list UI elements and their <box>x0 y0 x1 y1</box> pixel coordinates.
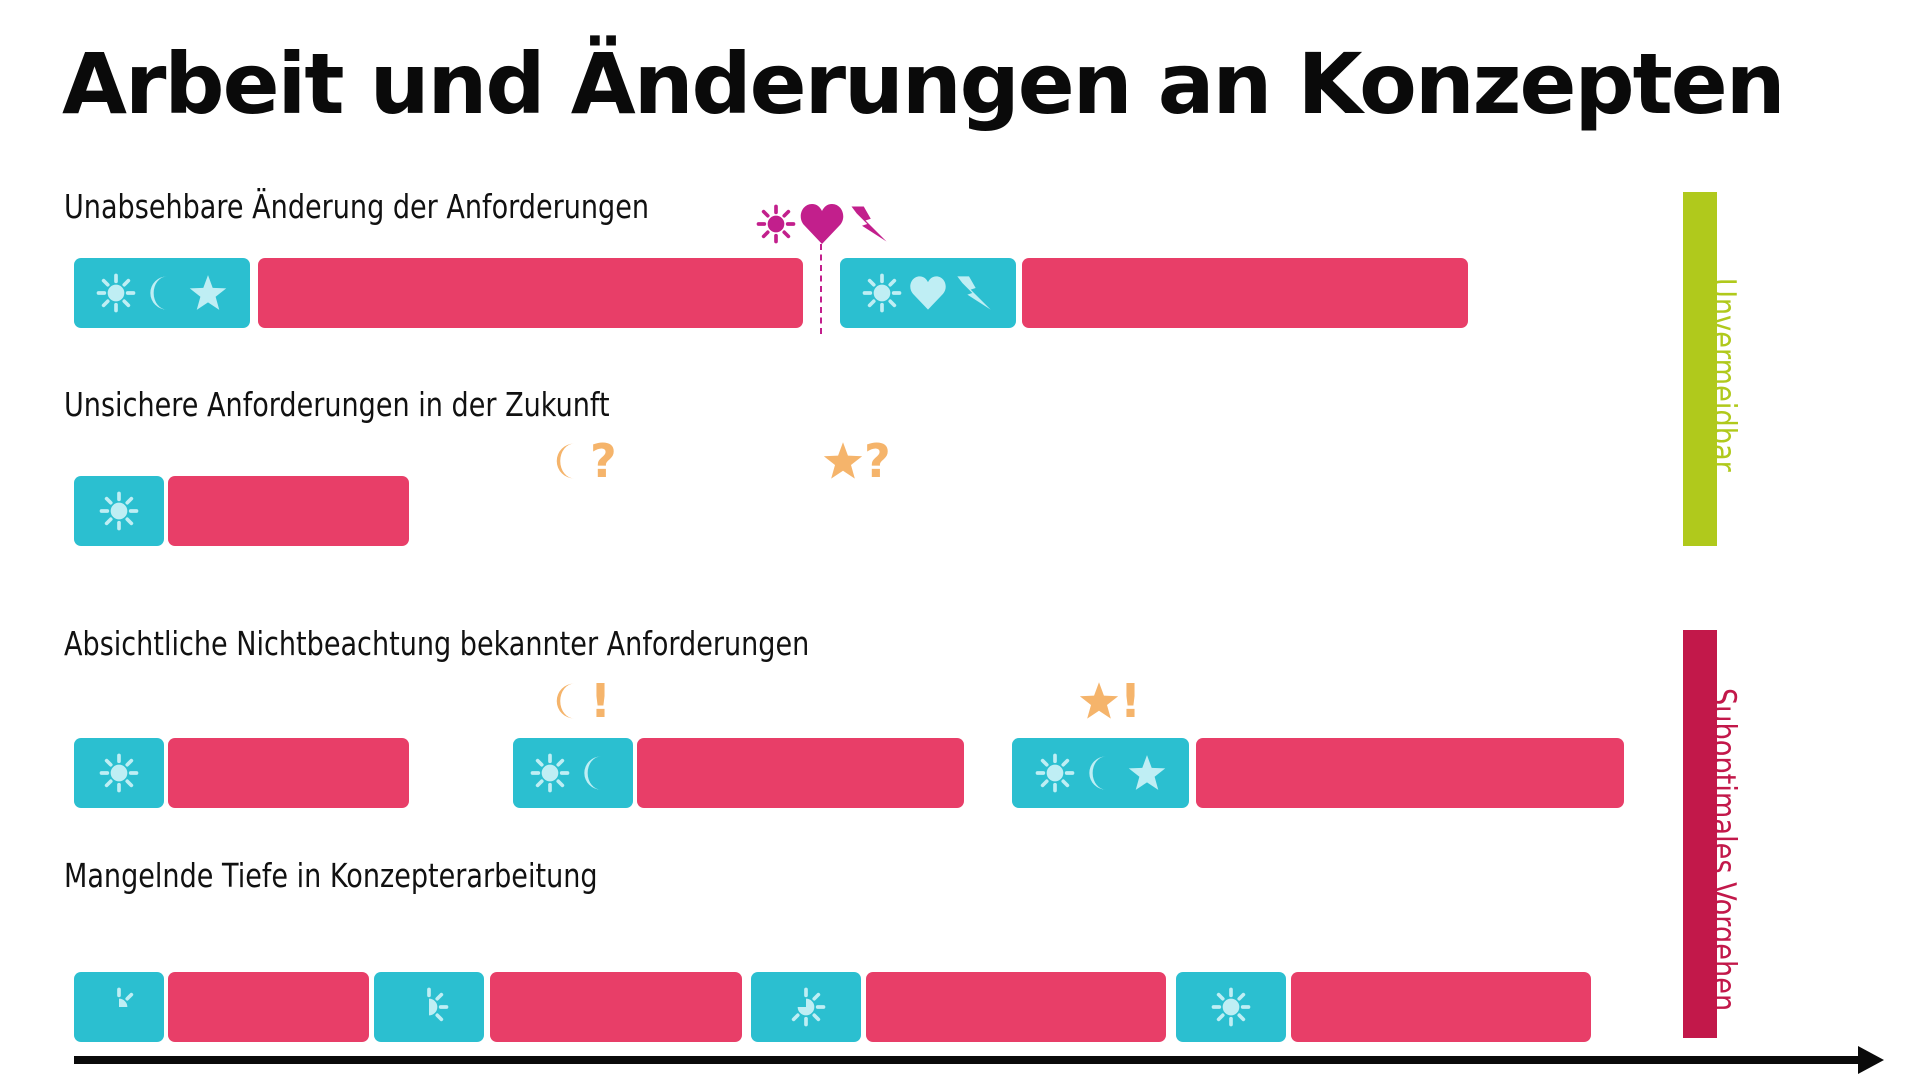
requirements-segment <box>1012 738 1189 808</box>
requirements-segment <box>1176 972 1286 1042</box>
sun-icon <box>1035 753 1074 793</box>
work-segment <box>1196 738 1624 808</box>
work-segment <box>168 972 369 1042</box>
work-segment <box>258 258 803 328</box>
segment-icons <box>74 258 250 328</box>
work-segment <box>1022 258 1468 328</box>
star-icon <box>1079 682 1119 719</box>
sun-fragment-icon <box>791 987 826 1027</box>
sun-icon <box>96 273 136 313</box>
segment-icons <box>751 972 861 1042</box>
requirements-segment <box>840 258 1016 328</box>
change-marker-line <box>820 244 822 334</box>
requirements-segment <box>74 476 164 546</box>
requirements-segment <box>374 972 484 1042</box>
segment-icons <box>74 476 164 546</box>
requirements-segment <box>74 258 250 328</box>
row-label-unforeseeable-changes: Unabsehbare Änderung der Anforderungen <box>64 187 650 226</box>
work-segment <box>168 738 409 808</box>
change-marker <box>756 200 890 248</box>
requirement-annotation: ? <box>548 438 617 484</box>
lightning-icon <box>851 206 887 242</box>
segment-icons <box>1012 738 1189 808</box>
sun-fragment-icon <box>117 987 134 1007</box>
heart-icon <box>910 276 946 310</box>
moon-icon <box>556 443 575 479</box>
annotation-mark: ? <box>590 434 617 488</box>
requirement-annotation: ? <box>822 438 891 484</box>
segment-icons <box>74 972 164 1042</box>
requirements-segment <box>74 738 164 808</box>
star-icon <box>189 275 227 310</box>
work-segment <box>168 476 409 546</box>
moon-icon <box>1088 756 1106 790</box>
segment-icons <box>374 972 484 1042</box>
requirement-annotation: ! <box>548 678 611 724</box>
row-label-lack-of-depth: Mangelnde Tiefe in Konzepterarbeitung <box>64 856 598 895</box>
requirements-segment <box>513 738 633 808</box>
lightning-icon <box>957 276 991 310</box>
time-arrow-head <box>1858 1046 1884 1074</box>
work-segment <box>637 738 964 808</box>
requirements-segment <box>74 972 164 1042</box>
requirements-segment <box>751 972 861 1042</box>
sun-icon <box>99 491 139 531</box>
sun-fragment-icon <box>427 987 449 1022</box>
sun-icon <box>99 753 139 793</box>
requirement-annotation: ! <box>1078 678 1141 724</box>
sun-icon <box>756 204 796 244</box>
segment-icons <box>74 738 164 808</box>
work-segment <box>866 972 1166 1042</box>
work-segment <box>490 972 742 1042</box>
segment-icons <box>840 258 1016 328</box>
sun-icon <box>862 273 902 313</box>
sun-icon <box>530 753 570 793</box>
sun-icon <box>1211 987 1251 1027</box>
work-segment <box>1291 972 1591 1042</box>
row-label-uncertain-requirements: Unsichere Anforderungen in der Zukunft <box>64 385 610 424</box>
side-bar-unavoidable <box>1683 192 1717 546</box>
heart-icon <box>800 204 844 244</box>
annotation-mark: ! <box>1120 674 1141 728</box>
side-bar-suboptimal <box>1683 630 1717 1038</box>
row-label-ignored-requirements: Absichtliche Nichtbeachtung bekannter An… <box>64 624 810 663</box>
annotation-mark: ! <box>590 674 611 728</box>
star-icon <box>823 442 863 479</box>
segment-icons <box>513 738 633 808</box>
annotation-mark: ? <box>864 434 891 488</box>
star-icon <box>1128 755 1165 790</box>
segment-icons <box>1176 972 1286 1042</box>
page-title: Arbeit und Änderungen an Konzepten <box>62 35 1786 133</box>
moon-icon <box>556 683 575 719</box>
moon-icon <box>150 276 167 310</box>
moon-icon <box>584 756 601 790</box>
